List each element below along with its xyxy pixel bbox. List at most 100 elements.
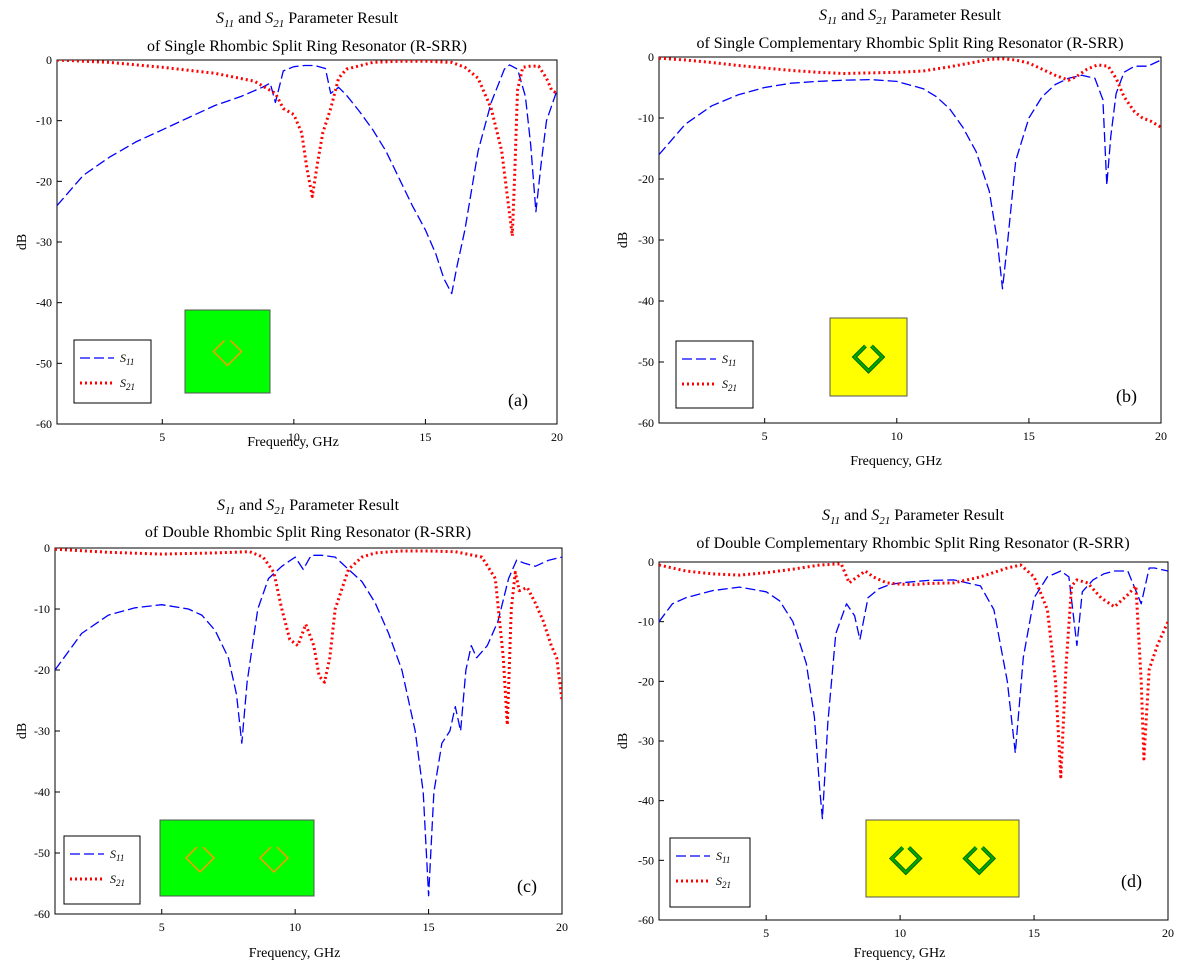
y-tick-label: -20 [36, 174, 52, 188]
legend-symbol: S [716, 874, 722, 888]
x-axis-label: Frequency, GHz [850, 454, 942, 469]
legend-symbol: S [110, 847, 116, 861]
title-text: Parameter Result [285, 497, 399, 514]
series-line-s21 [659, 562, 1168, 779]
series-line-s21 [55, 548, 562, 727]
y-tick-label: -60 [34, 907, 50, 921]
panel-label: (b) [1116, 386, 1137, 407]
legend-symbol: S [722, 377, 728, 391]
rhombic-ring-icon [890, 846, 922, 874]
inset-background [159, 819, 315, 897]
title-subscript: 11 [827, 15, 837, 27]
legend-subscript: 21 [126, 382, 135, 392]
y-tick-label: 0 [648, 50, 654, 64]
title-subscript: 11 [225, 505, 235, 517]
legend-subscript: 21 [116, 878, 125, 888]
chart-title-line2: of Double Complementary Rhombic Split Ri… [696, 535, 1129, 552]
x-tick-label: 20 [551, 430, 563, 444]
y-axis-label: dB [616, 733, 631, 749]
title-subscript: 21 [273, 18, 284, 30]
legend-subscript: 11 [728, 358, 736, 368]
y-tick-label: -50 [34, 846, 50, 860]
y-tick-label: -10 [638, 111, 654, 125]
chart-title-line2: of Single Rhombic Split Ring Resonator (… [147, 38, 467, 55]
legend-subscript: 21 [728, 383, 737, 393]
y-tick-label: -50 [638, 355, 654, 369]
y-tick-label: -20 [34, 663, 50, 677]
legend-symbol: S [120, 376, 126, 390]
y-tick-label: -50 [36, 356, 52, 370]
legend-symbol: S [120, 351, 126, 365]
title-text: and [235, 497, 266, 514]
legend-subscript: 11 [722, 855, 730, 865]
x-tick-label: 5 [762, 429, 768, 443]
series-line-s11 [659, 59, 1161, 290]
legend-entry: S21 [716, 874, 731, 890]
title-subscript: 11 [224, 18, 234, 30]
y-tick-label: -40 [638, 794, 654, 808]
legend-symbol: S [722, 352, 728, 366]
inset-background [829, 317, 908, 397]
legend-box [675, 340, 754, 409]
legend-box [73, 339, 152, 404]
legend-entry: S21 [110, 872, 125, 888]
x-tick-label: 10 [288, 430, 300, 444]
panel-label: (d) [1121, 871, 1142, 892]
x-tick-label: 5 [159, 430, 165, 444]
legend-entry: S11 [120, 351, 134, 367]
series-line-s11 [55, 554, 562, 897]
rhombic-ring-icon [853, 345, 884, 373]
title-subscript: 21 [879, 515, 890, 527]
series-line-s21 [57, 60, 557, 238]
x-axis-label: Frequency, GHz [249, 946, 341, 961]
x-tick-label: 15 [1028, 926, 1040, 940]
x-tick-label: 5 [763, 926, 769, 940]
chart-title-line2: of Single Complementary Rhombic Split Ri… [696, 35, 1123, 52]
title-text: S [217, 497, 225, 514]
title-text: Parameter Result [887, 7, 1001, 24]
title-text: S [868, 7, 876, 24]
chart-title-line1: S11 and S21 Parameter Result [217, 497, 400, 517]
rhombic-ring-icon [963, 846, 995, 874]
y-tick-label: -10 [36, 114, 52, 128]
y-tick-label: 0 [648, 555, 654, 569]
x-tick-label: 20 [1162, 926, 1174, 940]
y-tick-label: 0 [46, 53, 52, 67]
series-line-s11 [57, 64, 557, 295]
rhombic-ring-icon [184, 846, 216, 874]
y-tick-label: -20 [638, 172, 654, 186]
inset-structure-image [865, 819, 1020, 898]
rhombic-ring-icon [258, 846, 290, 874]
title-text: and [837, 7, 868, 24]
y-tick-label: 0 [44, 541, 50, 555]
title-text: S [265, 10, 273, 27]
title-text: S [822, 507, 830, 524]
x-tick-label: 5 [159, 920, 165, 934]
inset-structure-image [829, 317, 908, 397]
y-tick-label: -40 [36, 296, 52, 310]
title-subscript: 11 [830, 515, 840, 527]
legend-entry: S11 [110, 847, 124, 863]
title-text: Parameter Result [890, 507, 1004, 524]
y-tick-label: -60 [638, 913, 654, 927]
title-text: and [234, 10, 265, 27]
legend-entry: S11 [716, 849, 730, 865]
inset-structure-image [159, 819, 315, 897]
x-axis-label: Frequency, GHz [247, 435, 339, 450]
y-axis-label: dB [15, 723, 30, 739]
title-subscript: 21 [876, 15, 887, 27]
y-tick-label: -40 [638, 294, 654, 308]
y-tick-label: -30 [34, 724, 50, 738]
title-text: and [840, 507, 871, 524]
x-tick-label: 15 [423, 920, 435, 934]
y-tick-label: -50 [638, 853, 654, 867]
y-tick-label: -30 [36, 235, 52, 249]
x-tick-label: 20 [556, 920, 568, 934]
x-axis-label: Frequency, GHz [854, 946, 946, 961]
